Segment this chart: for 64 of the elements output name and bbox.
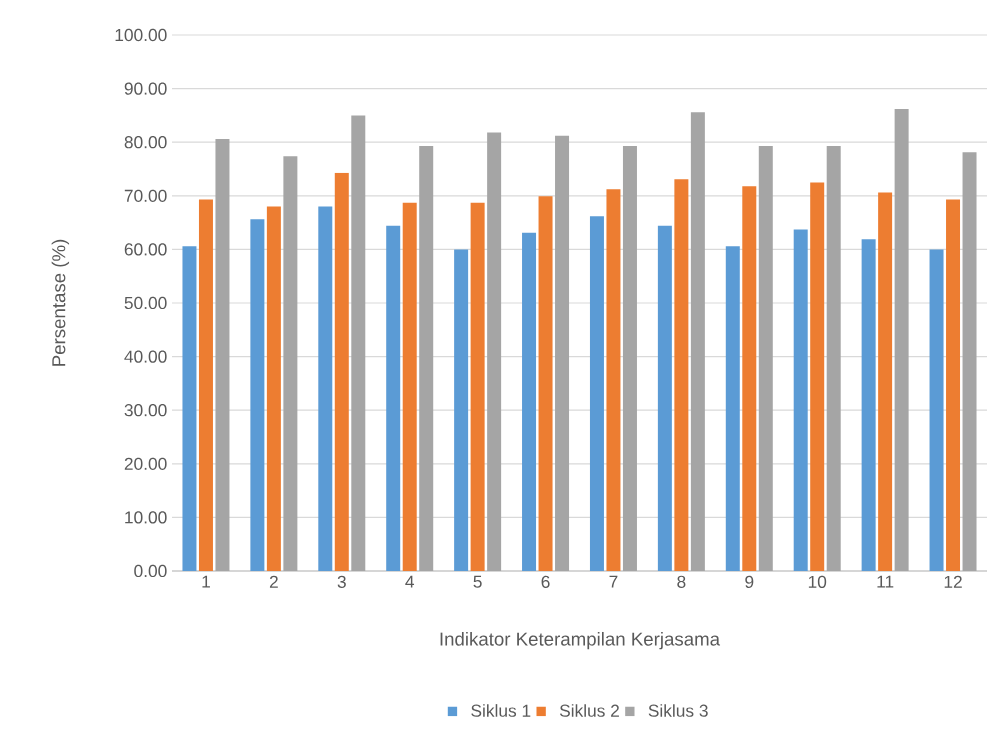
x-tick-label: 7	[609, 575, 618, 588]
y-tick-label: 90.00	[124, 82, 167, 95]
legend-label: Siklus 1	[471, 704, 531, 717]
bar	[793, 229, 808, 571]
bar	[674, 179, 689, 571]
y-axis-title: Persentase (%)	[51, 239, 70, 366]
x-tick-label: 8	[677, 575, 686, 588]
bar	[894, 108, 909, 571]
y-tick-label: 30.00	[124, 404, 167, 417]
bar	[725, 246, 740, 571]
legend-label: Siklus 3	[648, 704, 708, 717]
bar	[810, 182, 825, 571]
bar	[487, 132, 502, 571]
legend-label: Siklus 2	[559, 704, 619, 717]
x-tick-label: 2	[269, 575, 278, 588]
y-tick-label: 20.00	[124, 457, 167, 470]
bar	[929, 249, 944, 571]
bar	[386, 225, 401, 571]
bar	[454, 249, 469, 571]
bar	[402, 202, 417, 571]
x-tick-label: 9	[745, 575, 754, 588]
bar	[742, 186, 757, 571]
y-tick-label: 60.00	[124, 243, 167, 256]
y-tick-label: 10.00	[125, 511, 167, 524]
bar	[470, 202, 485, 571]
bar	[946, 199, 961, 571]
y-tick-label: 0.00	[134, 564, 167, 578]
x-axis-title: Indikator Keterampilan Kerjasama	[440, 631, 721, 650]
x-tick-label: 11	[877, 575, 894, 588]
bar	[198, 199, 213, 571]
y-tick-label: 40.00	[124, 350, 167, 363]
y-tick-label: 80.00	[124, 136, 167, 149]
bar	[555, 135, 570, 571]
bar	[589, 216, 604, 571]
y-tick-label: 100.00	[115, 28, 167, 42]
y-tick-label: 50.00	[124, 296, 167, 310]
bar	[538, 196, 553, 571]
x-tick-label: 1	[202, 575, 210, 588]
bar	[215, 138, 230, 571]
bar	[283, 156, 298, 571]
bar	[182, 246, 197, 571]
bar	[266, 206, 281, 571]
x-tick-label: 3	[337, 575, 346, 588]
x-tick-label: 4	[405, 575, 415, 588]
bar	[250, 219, 265, 571]
bar	[861, 239, 876, 571]
bar	[334, 172, 349, 571]
bar	[318, 206, 333, 571]
bar	[622, 145, 637, 571]
x-tick-label: 12	[944, 575, 962, 588]
bar	[826, 145, 841, 571]
bar	[419, 145, 434, 571]
x-tick-label: 5	[473, 575, 482, 588]
y-tick-label: 70.00	[124, 189, 167, 202]
x-tick-label: 6	[541, 575, 550, 588]
bar	[758, 145, 773, 571]
bar	[962, 152, 977, 571]
bar	[690, 112, 705, 571]
bar	[878, 192, 893, 571]
bar	[522, 232, 537, 571]
x-tick-label: 10	[808, 575, 827, 588]
bar	[351, 115, 366, 571]
bar	[606, 189, 621, 571]
bar	[657, 225, 672, 571]
